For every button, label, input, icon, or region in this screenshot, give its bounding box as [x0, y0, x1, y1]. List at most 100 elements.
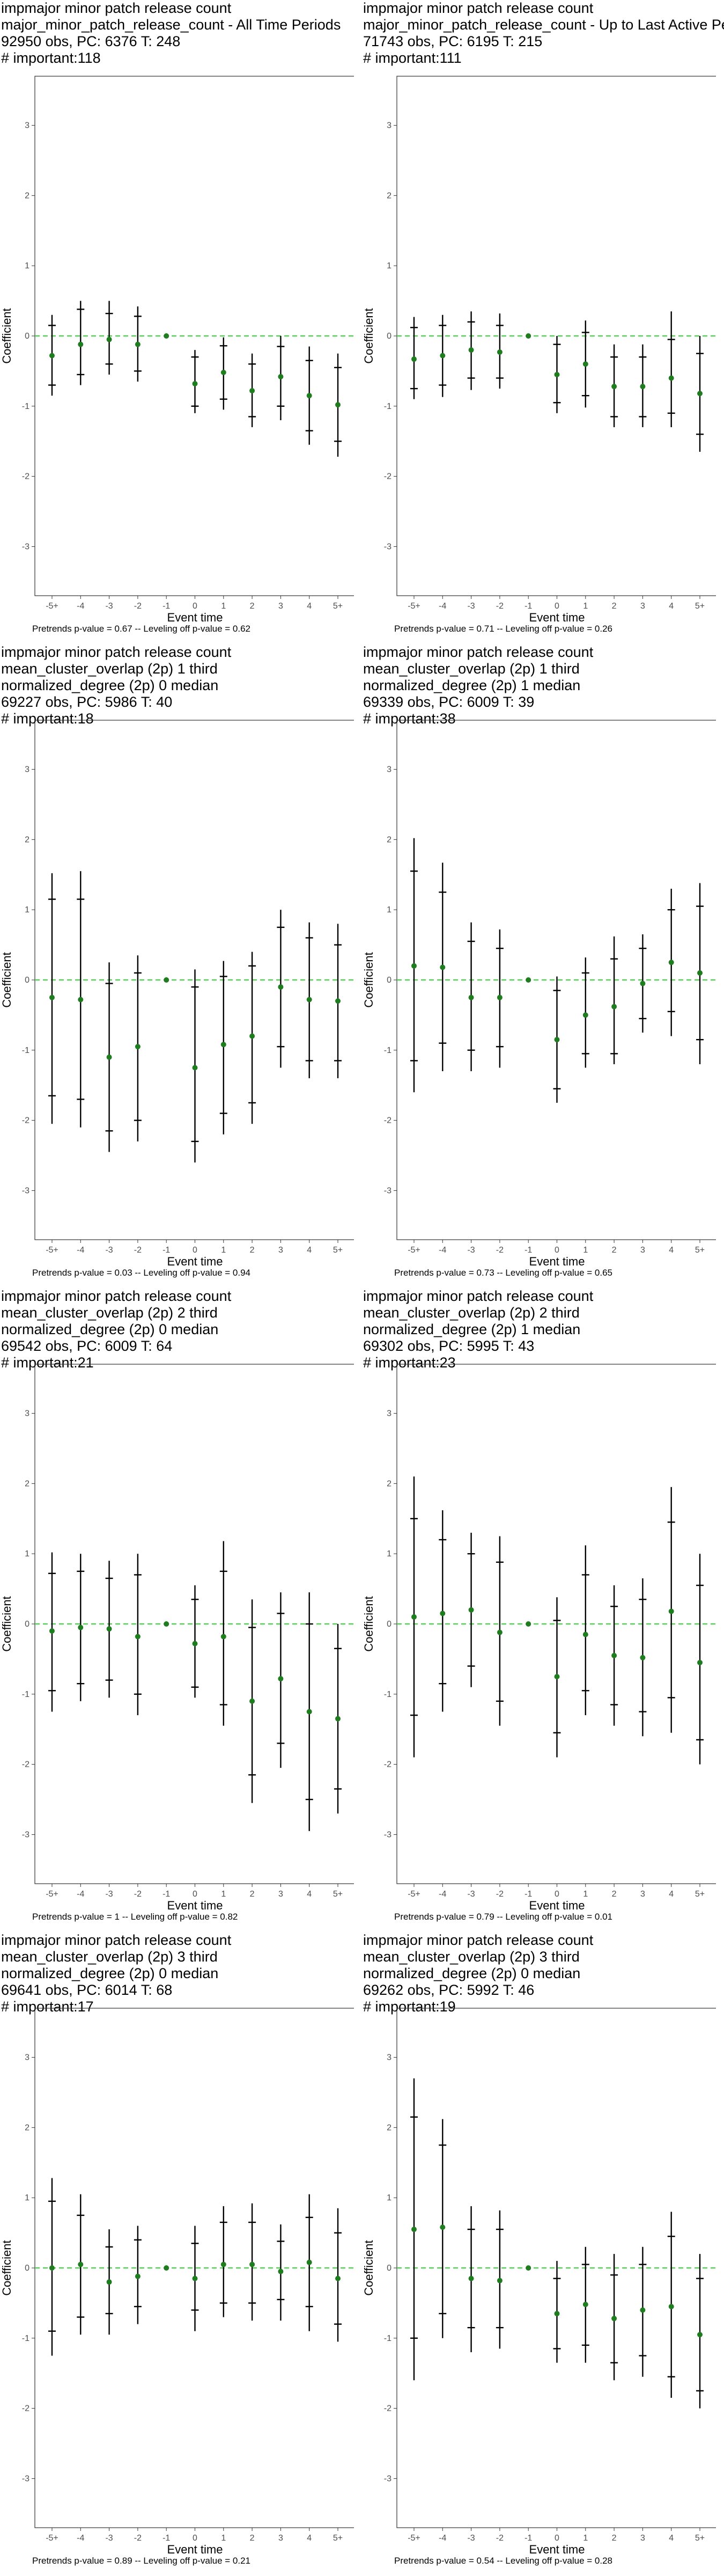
y-axis-title: Coefficient: [0, 1596, 13, 1652]
y-tick-label: 0: [387, 2264, 391, 2273]
panel-title-line: normalized_degree (2p) 1 median: [363, 677, 581, 693]
coefficient-point: [106, 1626, 112, 1632]
plot-frame: [34, 76, 354, 596]
x-tick-label: -2: [496, 1246, 504, 1255]
x-tick-label: 2: [250, 1246, 255, 1255]
y-tick-label: 3: [387, 121, 391, 130]
x-tick-label: -2: [496, 1890, 504, 1899]
panel-title-line: impmajor minor patch release count: [363, 644, 594, 660]
event-study-panel: impmajor minor patch release count mean_c…: [362, 1288, 716, 1932]
x-tick-label: 2: [612, 1246, 617, 1255]
y-tick-label: -1: [22, 1046, 29, 1055]
panel-title-line: major_minor_patch_release_count - Up to …: [363, 17, 724, 33]
coefficient-point: [468, 2275, 474, 2281]
y-tick-label: 0: [25, 332, 29, 341]
x-tick-label: 5+: [695, 602, 705, 611]
y-tick-label: -1: [22, 1690, 29, 1699]
y-tick-label: -3: [22, 542, 29, 551]
coefficient-point: [278, 984, 284, 990]
panel-title-line: impmajor minor patch release count: [1, 644, 232, 660]
panel-title-line: mean_cluster_overlap (2p) 2 third: [363, 1305, 580, 1321]
panel-title-line: 92950 obs, PC: 6376 T: 248: [1, 33, 181, 49]
y-tick-label: 2: [387, 1479, 391, 1488]
event-study-panel: impmajor minor patch release count mean_c…: [0, 1932, 354, 2576]
x-tick-label: -5+: [46, 1890, 58, 1899]
coefficient-point: [611, 1004, 617, 1009]
x-axis-title: Event time: [167, 1255, 223, 1267]
panel-title-line: # important:18: [1, 711, 94, 727]
panel-title-line: mean_cluster_overlap (2p) 2 third: [1, 1305, 218, 1321]
panel-title: impmajor minor patch release count major_…: [1, 0, 341, 67]
x-tick-label: 3: [640, 602, 645, 611]
x-tick-label: 0: [555, 602, 559, 611]
pvalue-footnote: Pretrends p-value = 1 -- Leveling off p-…: [32, 1912, 238, 1922]
coefficient-point: [78, 341, 84, 347]
panel-title-line: 69339 obs, PC: 6009 T: 39: [363, 694, 535, 710]
coefficient-point: [192, 1065, 198, 1071]
x-axis-title: Event time: [529, 2543, 585, 2555]
x-tick-label: 0: [555, 2534, 559, 2543]
panel-title-line: 69227 obs, PC: 5986 T: 40: [1, 694, 173, 710]
y-tick-label: 3: [387, 2053, 391, 2062]
pvalue-footnote: Pretrends p-value = 0.54 -- Leveling off…: [394, 2556, 612, 2566]
x-tick-label: -4: [77, 1890, 84, 1899]
panel-plot: -3 -2 -1 0 1 2 3 -5+ -4 -3 -2 -1 0 1 2 3 4 5+ Event time Co…: [362, 76, 716, 623]
x-tick-label: -2: [134, 1890, 142, 1899]
x-tick-label: 2: [612, 2534, 617, 2543]
coefficient-point: [440, 1611, 446, 1616]
panel-title-line: impmajor minor patch release count: [1, 0, 232, 16]
coefficient-point: [526, 333, 531, 339]
pvalue-footnote: Pretrends p-value = 0.71 -- Leveling off…: [394, 624, 612, 634]
panel-title-line: mean_cluster_overlap (2p) 1 third: [1, 661, 218, 677]
x-tick-label: 2: [250, 602, 255, 611]
y-tick-label: 0: [25, 2264, 29, 2273]
panel-title-line: # important:38: [363, 711, 456, 727]
coefficient-point: [335, 1716, 341, 1722]
coefficient-point: [306, 393, 312, 399]
y-axis-title: Coefficient: [362, 952, 375, 1008]
coefficient-point: [164, 1621, 169, 1627]
x-tick-label: -3: [105, 602, 113, 611]
x-axis-title: Event time: [167, 611, 223, 623]
coefficient-point: [611, 1652, 617, 1658]
panel-title-line: 69262 obs, PC: 5992 T: 46: [363, 1982, 535, 1998]
panel-title-line: # important:17: [1, 1999, 94, 2015]
coefficient-point: [582, 361, 588, 367]
panel-title-line: impmajor minor patch release count: [1, 1288, 232, 1304]
coefficient-point: [582, 1631, 588, 1637]
coefficient-point: [249, 2262, 255, 2267]
y-tick-label: 2: [25, 191, 29, 200]
x-tick-label: 4: [307, 602, 312, 611]
y-tick-label: -1: [22, 402, 29, 411]
panel-plot: -3 -2 -1 0 1 2 3 -5+ -4 -3 -2 -1 0 1 2 3 4 5+ Event time Co…: [0, 2008, 354, 2555]
x-axis-title: Event time: [529, 1899, 585, 1911]
coefficient-point: [582, 1012, 588, 1018]
y-tick-label: 2: [387, 2123, 391, 2132]
coefficient-point: [497, 349, 503, 355]
x-tick-label: 1: [221, 2534, 226, 2543]
y-tick-label: -3: [384, 1830, 391, 1839]
coefficient-point: [106, 2279, 112, 2285]
coefficient-point: [697, 2332, 703, 2338]
coefficient-point: [306, 997, 312, 1002]
y-tick-label: 0: [25, 976, 29, 985]
x-tick-label: -4: [439, 2534, 446, 2543]
x-tick-label: -5+: [46, 602, 58, 611]
panel-title-line: 69641 obs, PC: 6014 T: 68: [1, 1982, 173, 1998]
x-tick-label: -2: [134, 602, 142, 611]
panel-title-line: mean_cluster_overlap (2p) 3 third: [363, 1949, 580, 1965]
coefficient-point: [49, 2265, 55, 2271]
coefficient-point: [440, 2224, 446, 2230]
coefficient-point: [135, 1634, 141, 1640]
coefficient-point: [668, 375, 674, 381]
y-axis-title: Coefficient: [362, 2240, 375, 2296]
x-tick-label: -3: [467, 2534, 475, 2543]
x-tick-label: 0: [555, 1890, 559, 1899]
y-tick-label: 3: [25, 765, 29, 774]
y-tick-label: -3: [384, 2474, 391, 2483]
x-axis-title: Event time: [167, 1899, 223, 1911]
x-tick-label: -4: [77, 2534, 84, 2543]
x-axis-title: Event time: [529, 611, 585, 623]
y-axis-title: Coefficient: [0, 308, 13, 364]
x-tick-label: -5+: [408, 602, 420, 611]
